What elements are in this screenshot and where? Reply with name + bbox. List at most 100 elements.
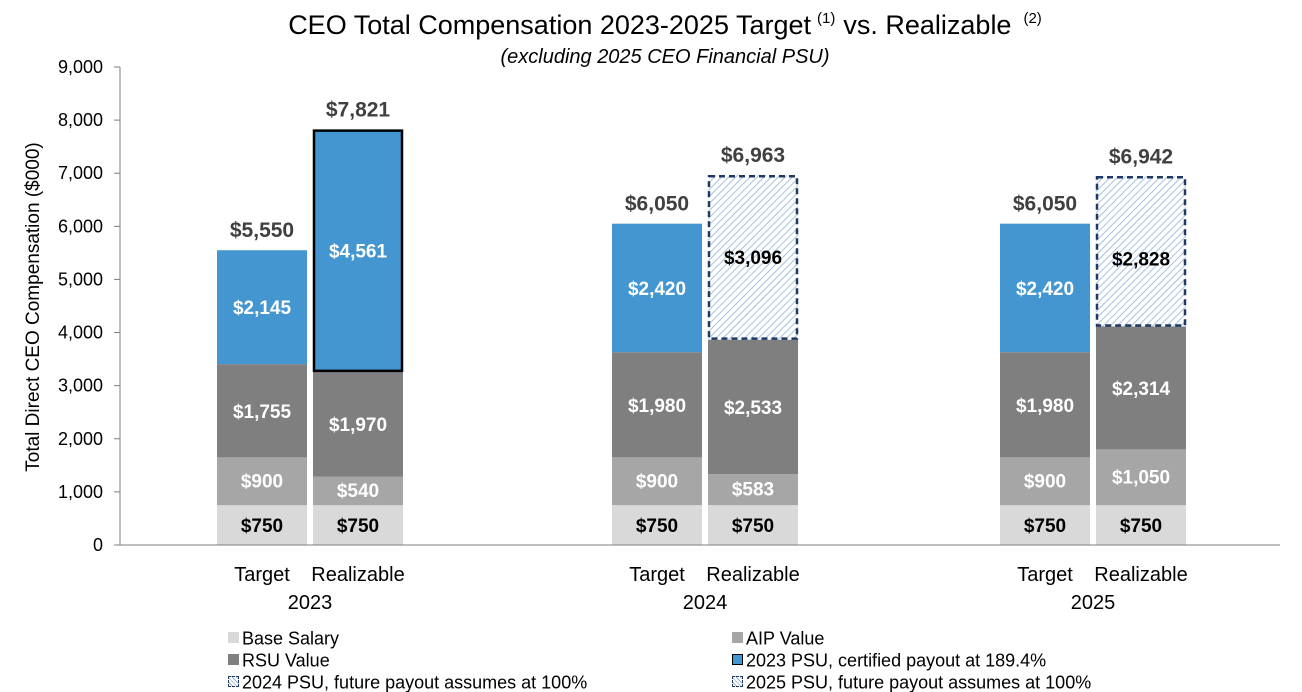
legend-item-2023-psu: 2023 PSU, certified payout at 189.4% [732,649,1047,671]
bar-groups: $750 $900 $1,755 $2,145 $5,550 $750 $540 $1,970… [217,99,1187,545]
legend-swatch-2023-psu [732,653,743,665]
total-label: $6,050 [625,193,689,216]
bar-segment-psu [708,175,798,340]
bar-segment-base-salary [313,505,403,545]
stacked-bar-chart: CEO Total Compensation 2023-2025 Target (… [23,10,1280,614]
data-label-aip-value: $540 [337,481,379,502]
bar-segment-aip-value [1000,457,1090,506]
y-tick-label: 9,000 [58,57,103,77]
legend-item-base-salary: Base Salary [228,627,340,649]
data-label-rsu-value: $2,314 [1112,379,1171,400]
bar-group-2023: $750 $900 $1,755 $2,145 $5,550 $750 $540 $1,970… [217,99,404,545]
bar-segment-aip-value [313,476,403,506]
bar-segment-rsu-value [217,364,307,458]
y-tick-label: 0 [93,535,103,555]
bar-segment-aip-value [612,457,702,506]
data-label-psu: $2,145 [233,298,292,319]
y-tick-label: 3,000 [58,376,103,396]
bar-group-2024: $750 $900 $1,980 $2,420 $6,050 $750 $583 $2,533… [612,144,799,545]
x-group-label: 2025 [1071,592,1116,614]
legend-swatch-rsu-value [228,653,239,665]
total-label: $7,821 [326,99,391,122]
bar-target-2024: $750 $900 $1,980 $2,420 $6,050 [612,193,702,545]
legend-item-2024-psu: 2024 PSU, future payout assumes at 100% [228,671,588,692]
bar-segment-psu [217,250,307,365]
y-tick-label: 8,000 [58,110,103,130]
legend-label: 2025 PSU, future payout assumes at 100% [746,672,1092,692]
y-tick-label: 7,000 [58,163,103,183]
bar-segment-rsu-value [313,371,403,477]
x-category-label: Target [234,564,290,586]
legend-label: Base Salary [242,628,340,649]
bar-segment-base-salary [612,505,702,545]
legend-item-2025-psu: 2025 PSU, future payout assumes at 100% [732,671,1092,692]
y-axis-label: Total Direct CEO Compensation ($000) [23,142,44,471]
data-label-base-salary: $750 [636,516,678,537]
bar-segment-base-salary [1096,505,1186,545]
data-label-rsu-value: $2,533 [724,398,782,419]
bar-segment-rsu-value [612,352,702,458]
bar-segment-psu [313,129,403,372]
x-axis: Target Realizable 2023 Target Realizable 2024… [120,544,1280,614]
bar-realizable-2025: $750 $1,050 $2,314 $2,828 $6,942 [1095,145,1187,545]
x-category-label: Target [1017,564,1073,586]
bar-segment-aip-value [217,457,307,506]
bar-target-2025: $750 $900 $1,980 $2,420 $6,050 [1000,193,1090,545]
data-label-rsu-value: $1,970 [329,415,387,436]
x-category-label: Target [629,564,685,586]
bar-segment-psu [612,223,702,353]
legend-swatch-aip-value [732,631,743,643]
data-label-base-salary: $750 [337,516,379,537]
chart-subtitle: (excluding 2025 CEO Financial PSU) [500,46,829,68]
legend-label: AIP Value [746,628,825,649]
y-tick-label: 4,000 [58,323,103,343]
legend: Base Salary AIP Value RSU Value 2023 PSU… [228,627,1228,692]
x-group-label: 2023 [288,592,333,614]
data-label-rsu-value: $1,980 [1016,396,1074,417]
legend-label: 2024 PSU, future payout assumes at 100% [242,672,588,692]
total-label: $6,050 [1013,193,1077,216]
y-tick-label: 2,000 [58,429,103,449]
total-label: $6,942 [1109,145,1173,168]
total-label: $6,963 [721,144,785,167]
y-tick-label: 5,000 [58,269,103,289]
chart-title-mid: vs. Realizable [843,10,1011,40]
x-category-label: Realizable [311,564,404,586]
data-label-aip-value: $900 [1024,471,1066,492]
data-label-psu: $2,420 [1016,279,1074,300]
data-label-psu: $4,561 [329,242,388,263]
title-footnote-2: (2) [1023,10,1041,27]
bar-group-2025: $750 $900 $1,980 $2,420 $6,050 $750 $1,050 $2,3… [1000,145,1187,545]
bar-realizable-2023: $750 $540 $1,970 $4,561 $7,821 [312,99,404,545]
data-label-aip-value: $900 [636,471,678,492]
bar-segment-psu [1000,223,1090,353]
bar-segment-base-salary [1000,505,1090,545]
bar-segment-aip-value [708,474,798,506]
legend-swatch-base-salary [228,631,239,643]
bar-segment-rsu-value [708,339,798,475]
x-category-label: Realizable [1094,564,1187,586]
y-axis: 0 1,000 2,000 3,000 4,000 5,000 6,000 7,000 8,00… [58,57,121,555]
data-label-base-salary: $750 [1024,516,1066,537]
bar-segment-aip-value [1096,449,1186,506]
legend-item-aip-value: AIP Value [732,627,825,649]
data-label-rsu-value: $1,980 [628,396,686,417]
legend-label: 2023 PSU, certified payout at 189.4% [746,650,1047,671]
legend-label: RSU Value [242,650,330,671]
psu-dashed-outline [1095,176,1187,327]
psu-dashed-outline [707,174,799,340]
bar-segment-rsu-value [1096,326,1186,450]
bar-segment-psu [1096,176,1186,327]
data-label-aip-value: $1,050 [1112,467,1170,488]
x-category-label: Realizable [706,564,799,586]
legend-swatch-2024-psu [228,675,239,687]
data-label-rsu-value: $1,755 [233,402,292,423]
psu-solid-outline [312,129,404,373]
data-label-base-salary: $750 [241,516,283,537]
legend-swatch-2025-psu [732,675,743,687]
data-label-psu: $2,828 [1112,249,1170,270]
bar-target-2023: $750 $900 $1,755 $2,145 $5,550 [217,219,307,545]
total-label: $5,550 [230,219,294,242]
chart-title: CEO Total Compensation 2023-2025 Target (… [288,10,1042,40]
